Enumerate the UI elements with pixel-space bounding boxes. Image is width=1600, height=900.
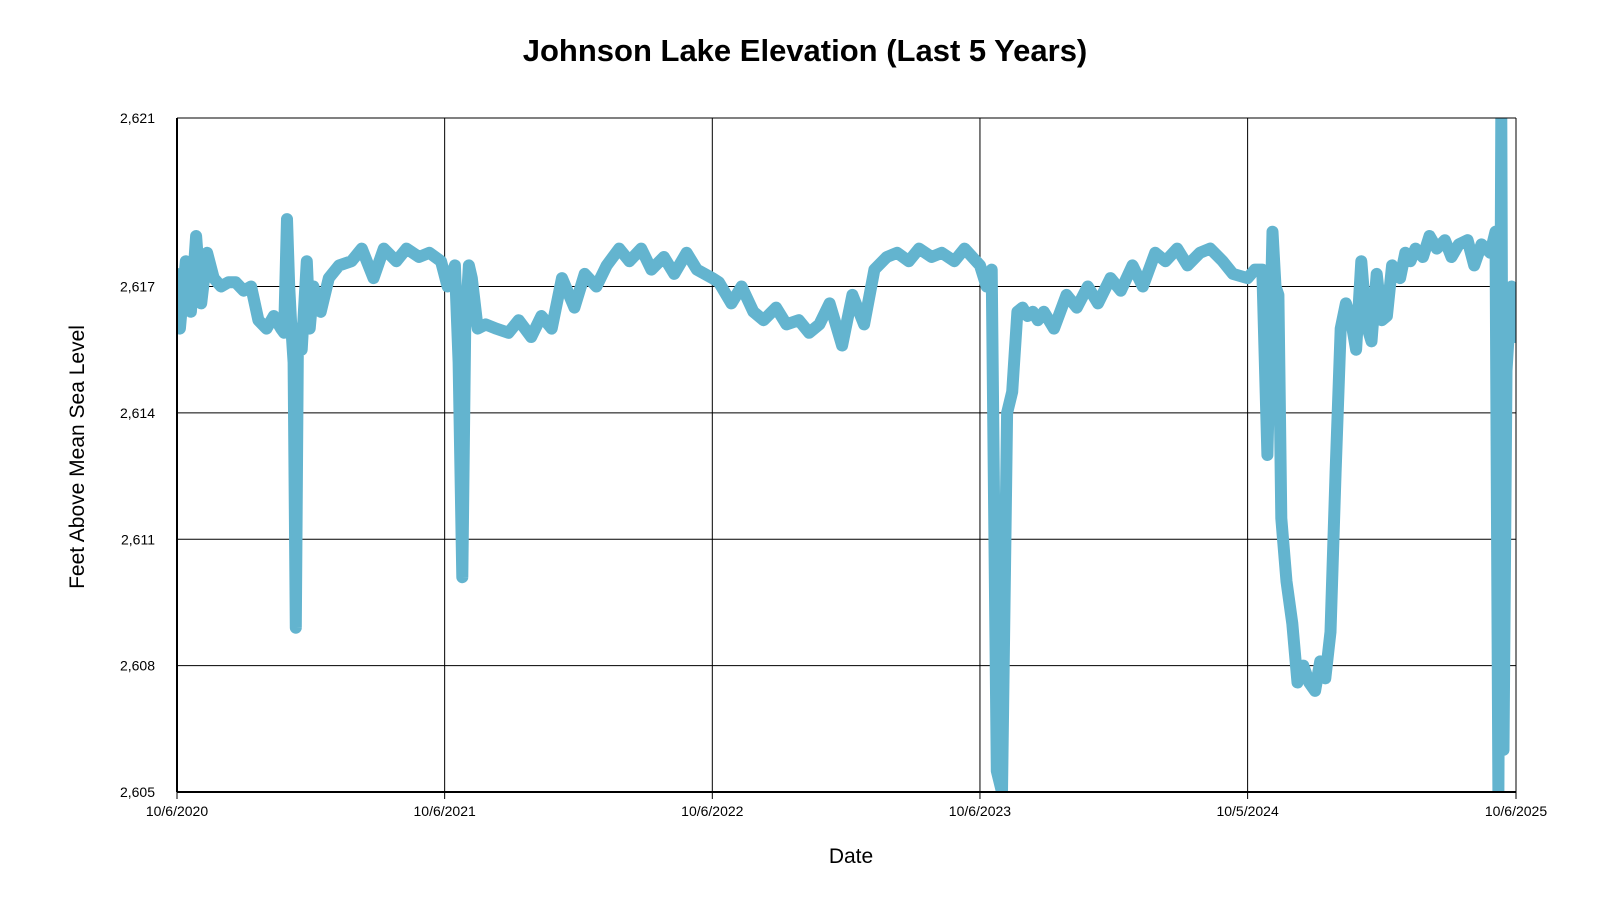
x-tick-label: 10/5/2024 <box>1216 803 1278 819</box>
y-tick-label: 2,621 <box>120 110 155 126</box>
y-tick-label: 2,614 <box>120 405 155 421</box>
x-tick-label: 10/6/2023 <box>949 803 1011 819</box>
series-line <box>177 118 1516 792</box>
x-axis-label: Date <box>829 845 873 868</box>
y-tick-label: 2,617 <box>120 279 155 295</box>
y-tick-label: 2,608 <box>120 658 155 674</box>
x-tick-label: 10/6/2021 <box>414 803 476 819</box>
x-tick-label: 10/6/2025 <box>1485 803 1547 819</box>
chart-title: Johnson Lake Elevation (Last 5 Years) <box>523 33 1088 68</box>
x-tick-label: 10/6/2022 <box>681 803 743 819</box>
y-tick-label: 2,605 <box>120 784 155 800</box>
y-axis-label: Feet Above Mean Sea Level <box>66 325 89 589</box>
axes <box>176 117 1517 799</box>
x-tick-label: 10/6/2020 <box>146 803 208 819</box>
series-layer <box>177 118 1516 792</box>
tick-labels: 2,605 2,608 2,611 2,614 2,617 2,621 10/6/2020 1… <box>120 110 1547 819</box>
y-tick-label: 2,611 <box>121 531 155 547</box>
